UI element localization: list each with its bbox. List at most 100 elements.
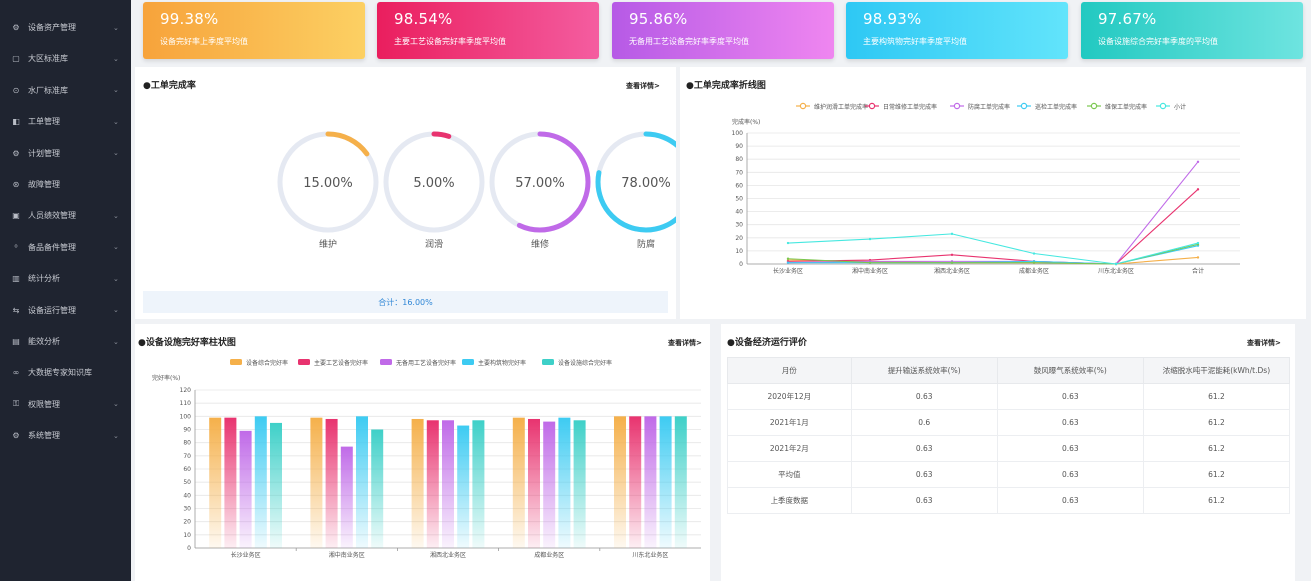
stat-card-structures[interactable]: 98.93% 主要构筑物完好率季度平均值 [846,2,1068,59]
chevron-down-icon: ⌄ [113,400,119,409]
y-tick-label: 0 [187,545,191,552]
panel-title: ●设备设施完好率柱状图 [138,338,236,348]
stat-label: 设备设施综合完好率季度的平均值 [1098,37,1218,46]
legend-item[interactable]: 无备用工艺设备完好率 [380,359,456,367]
data-point [1032,261,1036,264]
sidebar-item[interactable]: ▤ 能效分析 ⌄ [0,326,131,357]
line-chart-panel: ●工单完成率折线图 维护润滑工单完成率 日常维修工单完成率 防腐工单完成率 巡检工单完… [680,67,1306,319]
view-details-link[interactable]: 查看详情> [1247,339,1281,347]
data-point [950,232,954,236]
table-cell: 平均值 [727,461,852,488]
y-tick-label: 60 [735,182,743,189]
sidebar-item[interactable]: ▣ 人员绩效管理 ⌄ [0,200,131,231]
legend-item[interactable]: 设备设施综合完好率 [542,359,612,367]
table-row: 2020年12月 0.63 0.63 61.2 [727,383,1291,410]
panel-title: ●工单完成率折线图 [686,81,766,91]
sidebar-item[interactable]: ⊛ 故障管理 [0,169,131,200]
sidebar-item-label: 设备运行管理 [28,305,76,315]
bar [558,417,571,548]
stat-label: 设备完好率上季度平均值 [160,37,248,46]
legend-item[interactable]: 防腐工单完成率 [950,102,1010,111]
legend-label: 防腐工单完成率 [968,103,1010,111]
bar [528,418,540,548]
sidebar-item[interactable]: ◧ 工单管理 ⌄ [0,106,131,137]
gauge-value-label: 5.00% [413,176,454,191]
legend-label: 巡检工单完成率 [1035,103,1077,111]
sidebar-item[interactable]: ⚿ 权限管理 ⌄ [0,389,131,420]
legend-item[interactable]: 巡检工单完成率 [1017,102,1077,111]
legend-item[interactable]: 维护润滑工单完成率 [796,102,868,111]
bar [239,430,252,548]
table-cell: 0.63 [850,461,998,488]
y-tick-label: 70 [735,169,743,176]
x-tick-label: 湘中南业务区 [329,551,365,559]
column-header: 浓缩脱水吨干泥能耗(kWh/t.Ds) [1142,357,1291,384]
y-tick-label: 0 [739,261,743,268]
work-order-line-chart: 维护润滑工单完成率 日常维修工单完成率 防腐工单完成率 巡检工单完成率 维保工单完成率 小… [732,102,1240,275]
table-row: 平均值 0.63 0.63 61.2 [727,461,1291,488]
x-tick-label: 川东北业务区 [632,551,668,559]
stat-card-comprehensive[interactable]: 97.67% 设备设施综合完好率季度的平均值 [1081,2,1303,59]
chevron-down-icon: ⌄ [113,211,119,220]
y-tick-label: 30 [735,222,743,229]
sidebar-item-label: 工单管理 [28,117,60,127]
x-tick-label: 长沙业务区 [231,551,261,559]
view-details-link[interactable]: 查看详情> [668,339,702,347]
gauge-arc [489,131,591,233]
view-details-link[interactable]: 查看详情> [626,82,660,90]
work-order-panel: ●工单完成率 查看详情> 15.00% 维护 5.00% 润滑 57.00% 维修 78.0… [135,67,676,319]
data-point [1196,256,1200,259]
y-tick-label: 110 [180,400,192,407]
sidebar-item[interactable]: ⚙ 设备资产管理 ⌄ [0,12,131,43]
gauge-arc [277,131,379,233]
stat-card-main-process[interactable]: 98.54% 主要工艺设备完好率季度平均值 [377,2,599,59]
legend-item[interactable]: 设备综合完好率 [230,359,288,367]
legend-label: 维保工单完成率 [1105,103,1147,111]
book-icon: ▢ [12,54,20,64]
legend-item[interactable]: 小计 [1156,102,1186,111]
sidebar-item[interactable]: ⁰ 备品备件管理 ⌄ [0,232,131,263]
sidebar-item[interactable]: ▥ 统计分析 ⌄ [0,263,131,294]
sidebar-item[interactable]: ⚙ 系统管理 ⌄ [0,420,131,451]
legend-item[interactable]: 主要构筑物完好率 [462,359,526,367]
stat-card-equipment-intact[interactable]: 99.38% 设备完好率上季度平均值 [143,2,365,59]
column-header: 鼓风曝气系统效率(%) [996,357,1144,384]
sidebar-item[interactable]: ⊙ 水厂标准库 ⌄ [0,75,131,106]
table-cell: 0.63 [850,435,998,462]
legend-item[interactable]: 维保工单完成率 [1087,102,1147,111]
bar-chart-panel: ●设备设施完好率柱状图 查看详情> 设备综合完好率 主要工艺设备完好率 无备用工艺设… [135,324,710,581]
stat-card-no-backup[interactable]: 95.86% 无备用工艺设备完好率季度平均值 [612,2,834,59]
table-cell: 0.63 [996,461,1144,488]
table-row: 2021年1月 0.6 0.63 61.2 [727,409,1291,436]
x-tick-label: 湘西北业务区 [934,267,970,275]
data-point [1196,160,1200,164]
sidebar-item[interactable]: ∞ 大数据专家知识库 [0,357,131,388]
sidebar-item[interactable]: ⇆ 设备运行管理 ⌄ [0,295,131,326]
bar [254,416,267,548]
stat-value: 98.93% [863,10,922,28]
bar [472,420,485,548]
y-tick-label: 50 [735,196,743,203]
gear-icon: ⚙ [12,23,20,32]
gauge-value-label: 57.00% [515,176,565,191]
data-point [868,237,872,241]
work-order-total: 合计：16.00% [143,291,668,313]
chevron-down-icon: ⌄ [113,306,119,315]
legend-label: 主要工艺设备完好率 [314,359,368,367]
sidebar-item[interactable]: ⚙ 计划管理 ⌄ [0,138,131,169]
chevron-down-icon: ⌄ [113,86,119,95]
sidebar-item-label: 人员绩效管理 [28,211,76,221]
table-cell: 上季度数据 [727,487,852,514]
cog-icon: ⚙ [12,148,20,158]
y-tick-label: 70 [183,453,191,460]
bar [674,416,687,548]
y-tick-label: 90 [183,427,191,434]
legend-item[interactable]: 日常维修工单完成率 [865,102,937,111]
y-tick-label: 20 [735,235,743,242]
x-tick-label: 湘西北业务区 [430,551,466,559]
data-point [786,257,790,260]
legend-item[interactable]: 主要工艺设备完好率 [298,359,368,367]
chevron-down-icon: ⌄ [113,117,119,126]
sidebar-item[interactable]: ▢ 大区标准库 ⌄ [0,43,131,74]
